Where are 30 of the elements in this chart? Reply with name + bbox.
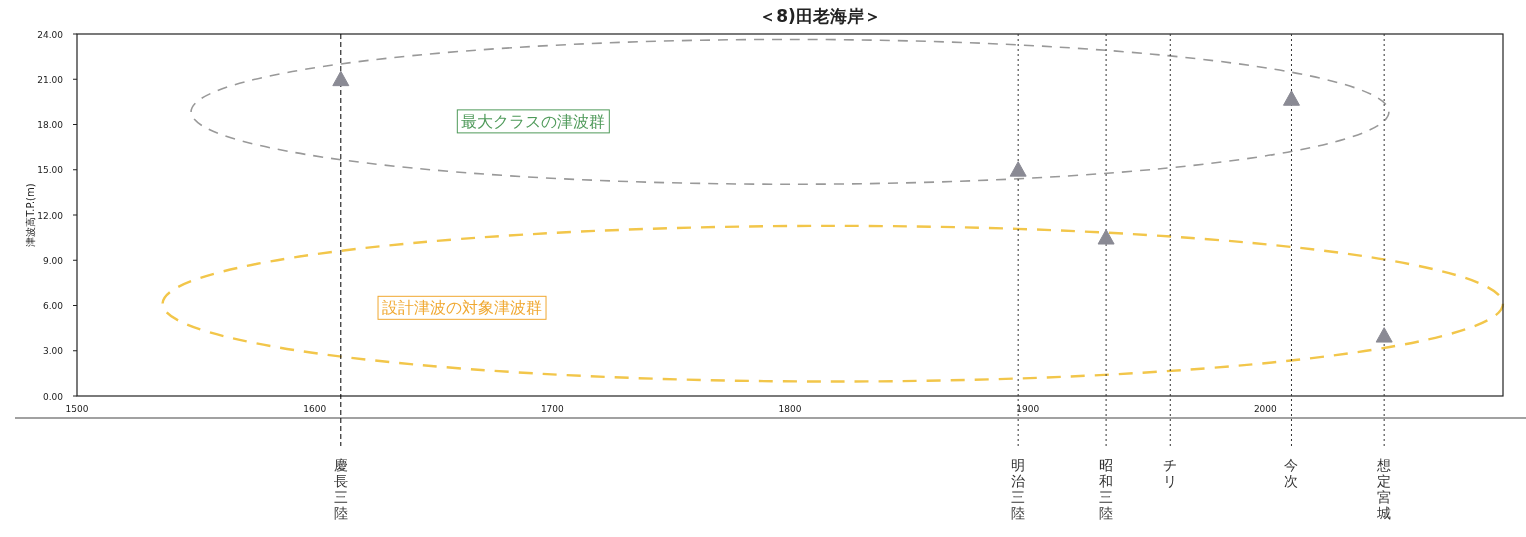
ref-line-label: 想定宮城 bbox=[1376, 457, 1392, 521]
x-tick-label: 2000 bbox=[1253, 404, 1278, 414]
y-tick-label: 3.00 bbox=[42, 346, 64, 357]
ref-line-label: 慶長三陸 bbox=[333, 457, 348, 521]
point bbox=[1282, 90, 1300, 106]
y-tick-label: 9.00 bbox=[42, 255, 64, 266]
y-tick-label: 0.00 bbox=[42, 391, 64, 402]
y-axis-title: 津波高T.P.(m) bbox=[25, 183, 36, 247]
x-tick-label: 1500 bbox=[65, 404, 89, 414]
point bbox=[1375, 327, 1393, 343]
ref-line-label: 今次 bbox=[1284, 457, 1299, 489]
x-tick-label: 1600 bbox=[303, 404, 327, 414]
y-tick-label: 15.00 bbox=[37, 165, 64, 176]
ref-line-label: 明治三陸 bbox=[1011, 457, 1026, 521]
chart-title: ＜8)田老海岸＞ bbox=[759, 6, 881, 26]
y-tick-label: 24.00 bbox=[37, 29, 64, 40]
x-tick-label: 1900 bbox=[1016, 404, 1040, 414]
annotation: 設計津波の対象津波群 bbox=[382, 298, 543, 318]
ref-line-label: チリ bbox=[1163, 457, 1178, 489]
y-tick-label: 21.00 bbox=[37, 74, 64, 85]
point bbox=[1097, 229, 1115, 245]
y-tick-label: 18.00 bbox=[37, 120, 64, 130]
point bbox=[332, 70, 350, 87]
point bbox=[1009, 161, 1027, 177]
ref-line-label: 昭和三陸 bbox=[1099, 457, 1114, 521]
y-tick-label: 6.00 bbox=[42, 301, 64, 311]
x-tick-label: 1800 bbox=[778, 404, 802, 414]
y-tick-label: 12.00 bbox=[37, 210, 64, 221]
x-tick-label: 1700 bbox=[540, 404, 565, 414]
annotation: 最大クラスの津波群 bbox=[461, 111, 606, 131]
